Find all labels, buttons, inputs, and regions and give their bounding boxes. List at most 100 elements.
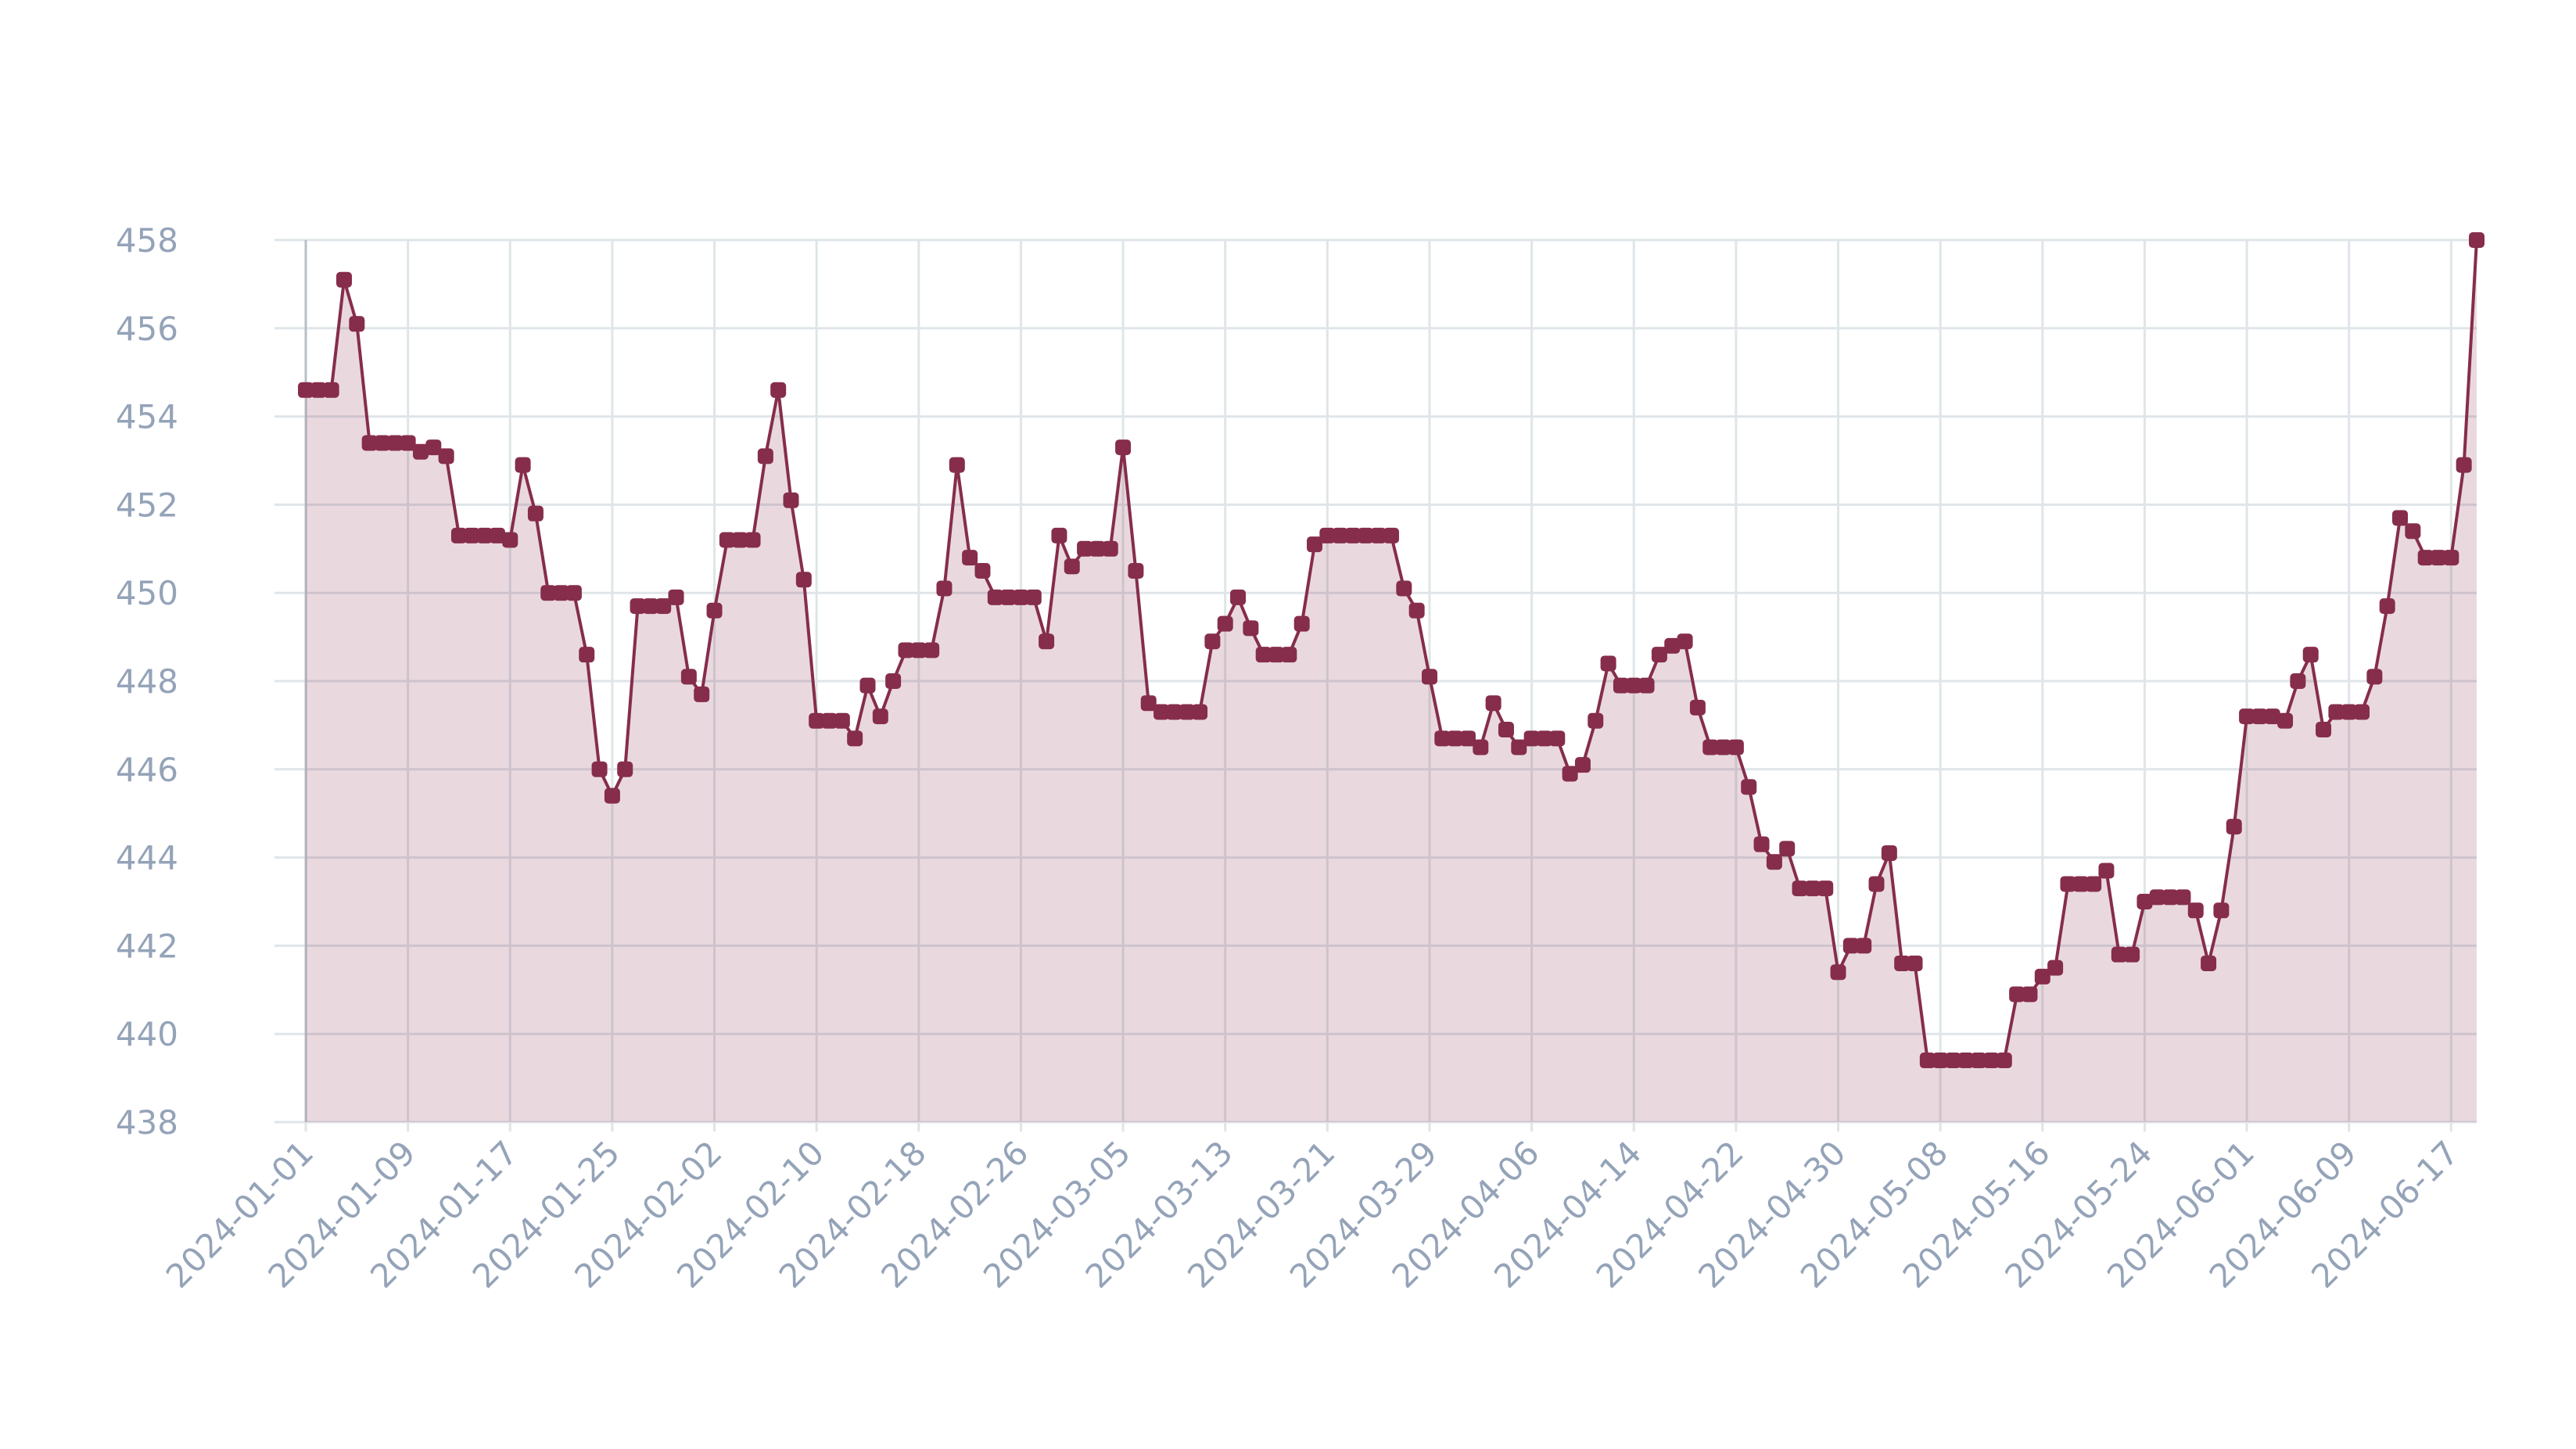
point <box>579 647 595 663</box>
point <box>1588 712 1604 729</box>
point <box>591 761 608 777</box>
point <box>1919 1053 1936 1069</box>
point <box>298 382 314 398</box>
point <box>706 602 723 619</box>
point <box>464 527 480 543</box>
point <box>1830 964 1846 981</box>
point <box>310 382 327 398</box>
point <box>1064 558 1080 575</box>
point <box>1166 704 1182 720</box>
point <box>1536 730 1552 747</box>
point <box>1268 647 1285 663</box>
point <box>2201 955 2217 971</box>
point <box>1319 527 1336 543</box>
point <box>2072 876 2089 892</box>
point <box>1957 1053 1974 1069</box>
point <box>1677 633 1693 650</box>
point <box>2175 889 2191 906</box>
point <box>502 532 518 548</box>
point <box>2060 876 2076 892</box>
point <box>1702 739 1719 755</box>
point <box>2417 550 2434 566</box>
point <box>2379 598 2395 615</box>
point <box>1140 695 1157 712</box>
point <box>1459 730 1476 747</box>
point <box>1600 655 1616 672</box>
point <box>2111 946 2127 963</box>
point <box>2316 722 2332 738</box>
point <box>335 271 352 288</box>
point <box>1574 757 1591 773</box>
y-tick-label: 446 <box>116 751 178 789</box>
point <box>2098 863 2115 879</box>
point <box>2047 959 2064 976</box>
point <box>1281 647 1297 663</box>
point <box>1115 439 1132 456</box>
point <box>1907 955 1923 971</box>
point <box>1421 669 1437 685</box>
point <box>2392 510 2409 526</box>
point <box>962 550 978 566</box>
point <box>489 527 505 543</box>
y-tick-label: 440 <box>116 1015 178 1053</box>
point <box>1894 955 1910 971</box>
point <box>1153 704 1170 720</box>
point <box>1549 730 1566 747</box>
point <box>732 532 748 548</box>
y-tick-label: 458 <box>116 221 178 260</box>
point <box>1945 1053 1961 1069</box>
point <box>2009 986 2025 1002</box>
point <box>1255 647 1272 663</box>
point <box>1025 589 1042 605</box>
point <box>1983 1053 2000 1069</box>
point <box>1511 739 1527 755</box>
point <box>783 492 799 508</box>
y-tick-label: 444 <box>116 839 178 877</box>
point <box>1408 602 1425 619</box>
point <box>412 443 429 460</box>
point <box>515 457 531 473</box>
point <box>374 435 390 451</box>
y-tick-label: 438 <box>116 1103 178 1142</box>
point <box>949 457 965 473</box>
point <box>1370 527 1387 543</box>
y-tick-label: 450 <box>116 574 178 612</box>
point <box>2290 673 2306 689</box>
point <box>2431 550 2447 566</box>
y-tick-label: 442 <box>116 927 178 965</box>
point <box>476 527 493 543</box>
point <box>1817 881 1834 897</box>
point <box>770 382 787 398</box>
point <box>553 585 569 601</box>
point <box>1562 766 1578 782</box>
point <box>936 580 953 597</box>
point <box>1396 580 1412 597</box>
point <box>2124 946 2140 963</box>
point <box>617 761 633 777</box>
point <box>2239 708 2255 725</box>
point <box>1293 615 1310 632</box>
point <box>795 572 812 588</box>
point <box>885 673 902 689</box>
point <box>924 642 940 658</box>
point <box>1753 836 1770 852</box>
point <box>438 448 454 464</box>
point <box>1077 540 1093 557</box>
point <box>1804 881 1821 897</box>
point <box>540 585 557 601</box>
point <box>898 642 914 658</box>
point <box>1217 615 1233 632</box>
point <box>1689 699 1706 716</box>
point <box>361 435 378 451</box>
point <box>1243 620 1259 637</box>
point <box>2366 669 2383 685</box>
point <box>2034 968 2050 985</box>
point <box>1842 938 1859 954</box>
point <box>1192 704 1208 720</box>
point <box>1179 704 1195 720</box>
point <box>1715 739 1731 755</box>
point <box>2341 704 2357 720</box>
point <box>1000 589 1017 605</box>
